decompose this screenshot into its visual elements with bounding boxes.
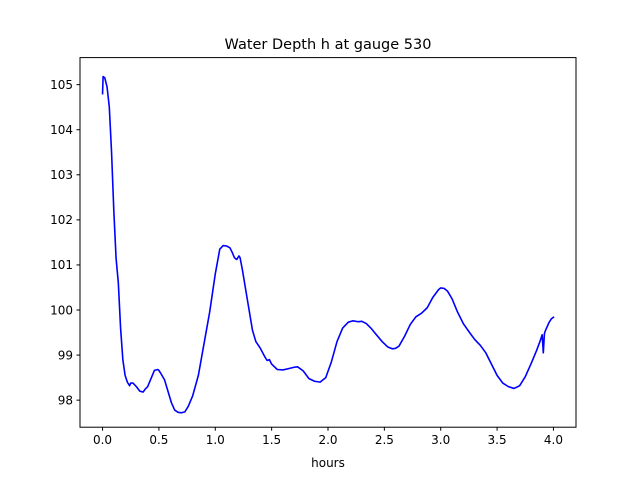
x-tick-label: 1.0 bbox=[206, 433, 225, 447]
y-tick-label: 100 bbox=[50, 303, 73, 317]
x-tick-label: 0.5 bbox=[149, 433, 168, 447]
y-tick-label: 99 bbox=[58, 348, 73, 362]
y-tick-label: 105 bbox=[50, 78, 73, 92]
x-axis-label: hours bbox=[311, 456, 345, 470]
tick-layer: 0.0 0.5 1.0 1.5 2.0 2.5 3.0 3.5 4.0 98 99 100 101 102… bbox=[50, 78, 563, 447]
x-tick-label: 3.0 bbox=[431, 433, 450, 447]
y-tick-label: 101 bbox=[50, 258, 73, 272]
y-tick-label: 102 bbox=[50, 213, 73, 227]
x-tick-label: 3.5 bbox=[488, 433, 507, 447]
series-line-0 bbox=[101, 75, 555, 414]
x-tick-label: 1.5 bbox=[262, 433, 281, 447]
plot-area bbox=[80, 57, 576, 428]
x-tick-label: 0.0 bbox=[93, 433, 112, 447]
x-tick-label: 2.0 bbox=[318, 433, 337, 447]
plot-frame bbox=[79, 57, 577, 428]
y-tick-label: 104 bbox=[50, 123, 73, 137]
chart-title: Water Depth h at gauge 530 bbox=[225, 37, 432, 53]
series-layer bbox=[101, 75, 555, 414]
x-tick-label: 2.5 bbox=[375, 433, 394, 447]
x-tick-label: 4.0 bbox=[544, 433, 563, 447]
y-tick-label: 103 bbox=[50, 168, 73, 182]
y-tick-label: 98 bbox=[58, 393, 73, 407]
